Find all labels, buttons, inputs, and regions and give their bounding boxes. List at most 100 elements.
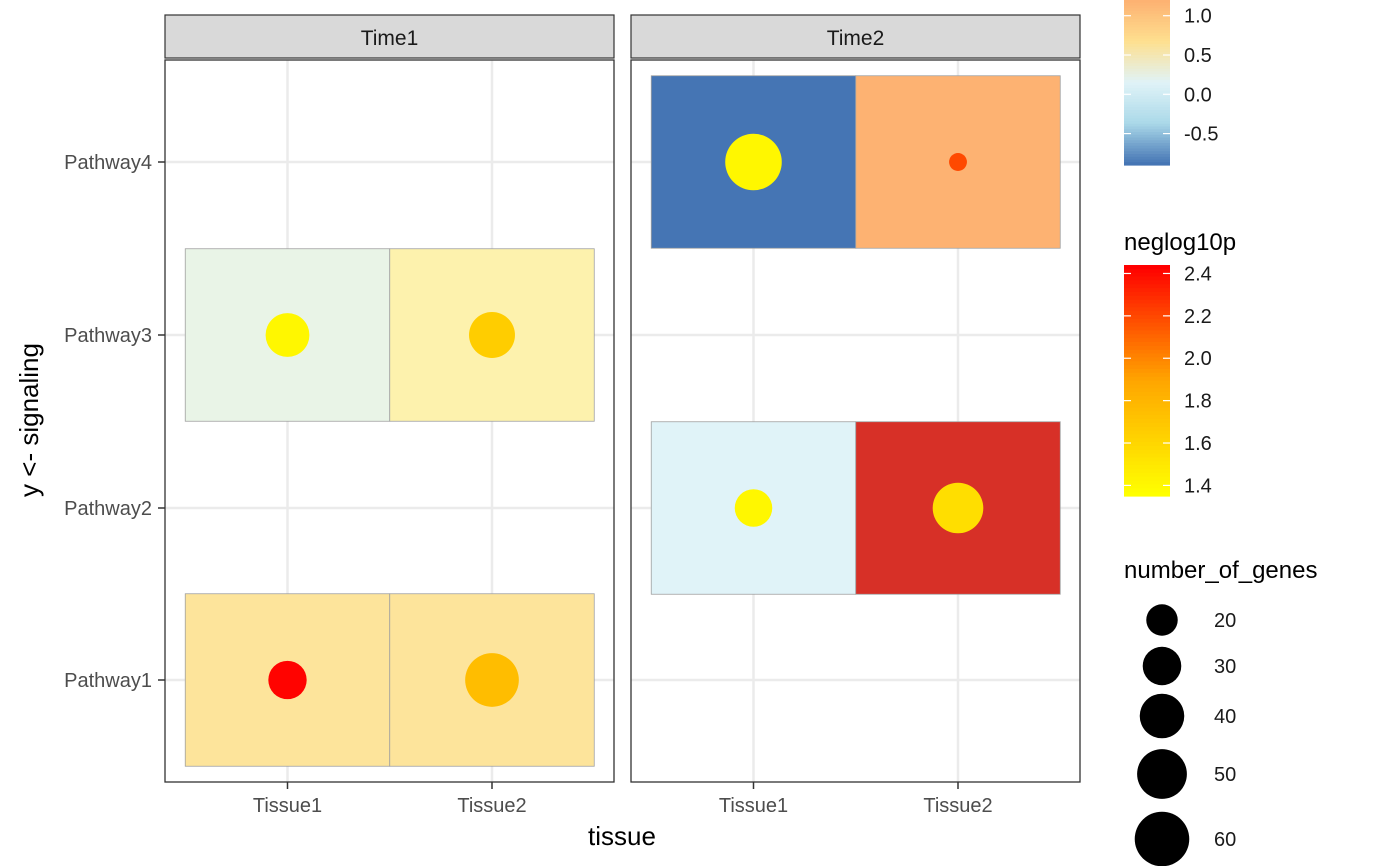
fill-colorbar-segment [1124,27,1170,31]
fill-colorbar-segment [1124,46,1170,51]
fill-colorbar-segment [1124,93,1170,97]
neglog10p-colorbar-segment [1124,322,1170,328]
neglog10p-colorbar-segment [1124,442,1170,447]
neglog10p-colorbar-segment [1124,380,1170,385]
neglog10p-colorbar-segment [1124,430,1170,435]
fill-colorbar-segment [1124,96,1170,100]
neglog10p-colorbar-segment [1124,388,1170,393]
neglog10p-colorbar-segment [1124,449,1170,455]
neglog10p-legend-label: 2.2 [1184,306,1212,328]
facet-panel: Time1 [164,14,615,783]
neglog10p-colorbar-segment [1124,488,1170,493]
fill-legend-label: 0.0 [1184,84,1212,106]
fill-colorbar-segment [1124,11,1170,15]
data-point [932,482,984,534]
fill-colorbar-segment [1124,115,1170,119]
y-tick-label: Pathway2 [64,498,152,520]
neglog10p-colorbar-segment [1124,445,1170,451]
neglog10p-legend-label: 1.8 [1184,391,1212,413]
neglog10p-colorbar-segment [1124,265,1170,270]
neglog10p-colorbar-segment [1124,345,1170,351]
neglog10p-colorbar-segment [1124,403,1170,409]
size-legend-key [1134,811,1190,866]
neglog10p-colorbar-segment [1124,492,1170,497]
size-legend-key [1146,604,1178,636]
neglog10p-colorbar-segment [1124,349,1170,355]
neglog10p-legend-label: 2.4 [1184,263,1212,285]
fill-colorbar-segment [1124,24,1170,29]
fill-colorbar-segment [1124,148,1170,152]
neglog10p-colorbar-segment [1124,476,1170,482]
neglog10p-colorbar-segment [1124,291,1170,297]
fill-colorbar-segment [1124,60,1170,64]
neglog10p-colorbar-segment [1124,338,1170,343]
neglog10p-colorbar-segment [1124,384,1170,389]
fill-colorbar-segment [1124,19,1170,23]
fill-colorbar-segment [1124,159,1170,163]
size-legend-label: 40 [1214,706,1236,728]
fill-legend-label: -0.5 [1184,124,1218,146]
neglog10p-colorbar-segment [1124,330,1170,335]
x-tick-label: Tissue1 [253,795,322,817]
neglog10p-colorbar-segment [1124,280,1170,285]
fill-legend-label: 1.0 [1184,6,1212,28]
fill-colorbar-segment [1124,71,1170,75]
y-axis-title: y <- signaling [14,343,44,497]
neglog10p-colorbar-segment [1124,342,1170,347]
neglog10p-colorbar-segment [1124,472,1170,478]
x-tick-label: Tissue1 [719,795,788,817]
y-tick-label: Pathway1 [64,670,152,692]
neglog10p-legend-label: 1.6 [1184,433,1212,455]
x-axis-title: tissue [588,821,656,851]
data-point [469,312,515,358]
facet-strip-label: Time2 [827,27,885,50]
neglog10p-colorbar-segment [1124,465,1170,470]
neglog10p-legend-label: 2.0 [1184,348,1212,370]
data-point [734,489,773,527]
fill-colorbar-segment [1124,2,1170,7]
neglog10p-colorbar-segment [1124,469,1170,474]
facet-panels: Time1 Time2 [164,14,1081,783]
size-legend-label: 30 [1214,656,1236,678]
fill-colorbar-segment [1124,44,1170,48]
neglog10p-colorbar-segment [1124,434,1170,439]
fill-colorbar-segment [1124,55,1170,59]
fill-colorbar-segment [1124,30,1170,34]
neglog10p-colorbar-segment [1124,419,1170,424]
fill-colorbar-segment [1124,16,1170,20]
neglog10p-colorbar-segment [1124,484,1170,489]
neglog10p-colorbar-segment [1124,318,1170,324]
fill-colorbar-segment [1124,66,1170,70]
neglog10p-colorbar-segment [1124,299,1170,305]
fill-colorbar-segment [1124,140,1170,144]
neglog10p-colorbar-segment [1124,407,1170,412]
neglog10p-colorbar-segment [1124,480,1170,486]
size-legend-key [1142,646,1182,686]
neglog10p-colorbar-segment [1124,361,1170,366]
fill-colorbar-segment [1124,129,1170,133]
fill-colorbar-segment [1124,123,1170,128]
neglog10p-colorbar-segment [1124,326,1170,332]
neglog10p-colorbar-segment [1124,411,1170,416]
neglog10p-legend-title: neglog10p [1124,229,1236,256]
fill-colorbar-segment [1124,151,1170,155]
fill-colorbar-segment [1124,101,1170,106]
fill-colorbar-segment [1124,0,1170,4]
neglog10p-colorbar-segment [1124,372,1170,378]
neglog10p-legend-label: 1.4 [1184,475,1212,497]
data-point [725,133,782,191]
neglog10p-colorbar-segment [1124,311,1170,316]
fill-legend: 1.0 0.5 0.0 -0.5 [1124,0,1218,166]
neglog10p-colorbar-segment [1124,272,1170,278]
neglog10p-colorbar-segment [1124,422,1170,428]
fill-colorbar-segment [1124,156,1170,161]
fill-colorbar-segment [1124,121,1170,125]
neglog10p-colorbar-segment [1124,457,1170,462]
size-legend-key [1139,693,1185,739]
size-legend-label: 60 [1214,829,1236,851]
fill-colorbar-segment [1124,132,1170,136]
fill-colorbar-segment [1124,63,1170,67]
neglog10p-colorbar-segment [1124,284,1170,289]
data-point [465,653,519,707]
x-axis: Tissue1 Tissue2 Tissue1 Tissue2 [253,782,993,817]
